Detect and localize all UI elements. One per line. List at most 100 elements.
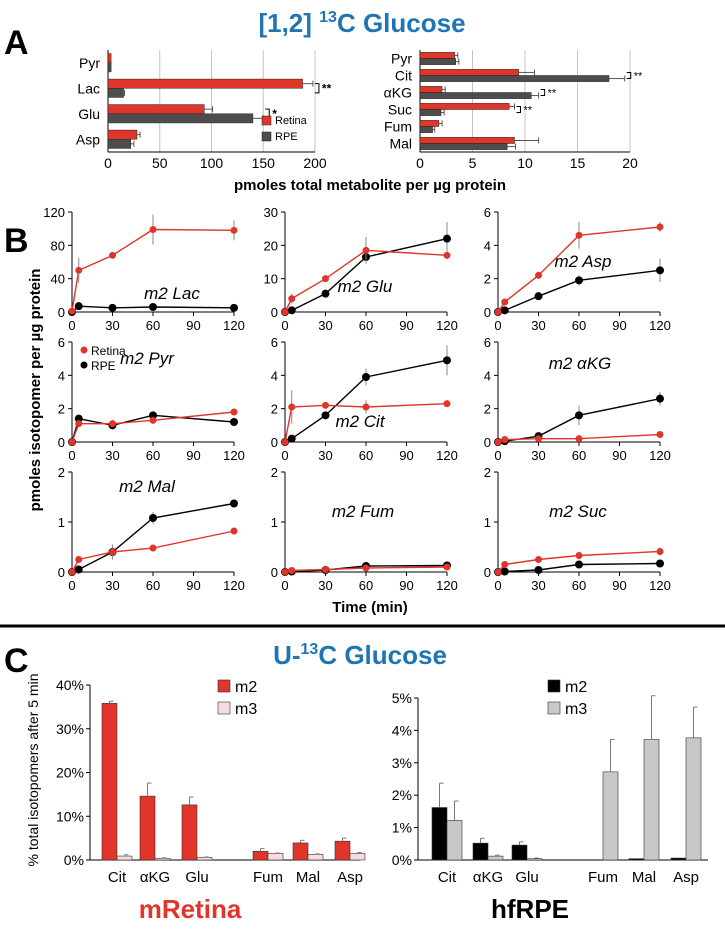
significance-bracket — [626, 71, 632, 80]
panel-a-xlabel: pmoles total metabolite per µg protein — [234, 177, 506, 194]
data-point-retina — [281, 438, 289, 446]
legend-swatch-m3 — [547, 701, 561, 715]
y-tick-label: 2 — [271, 402, 278, 417]
y-tick-label: 2 — [58, 402, 65, 417]
bar-retina-Lac — [107, 78, 303, 89]
category-label: Fum — [384, 119, 412, 135]
bar-retina-Pyr — [419, 52, 455, 59]
y-tick-label: 6 — [484, 205, 491, 220]
category-label: αKG — [473, 869, 503, 886]
y-tick-label: 80 — [51, 238, 65, 253]
category-label: Asp — [76, 131, 100, 147]
data-point-retina — [501, 298, 509, 306]
data-point-rpe — [500, 567, 509, 576]
significance-label: ** — [548, 88, 557, 100]
y-tick-label: 4% — [392, 722, 412, 738]
x-tick-label: 30 — [318, 448, 332, 463]
bar-m2-αKG — [472, 842, 489, 861]
category-label: Glu — [185, 869, 208, 886]
data-point-rpe — [534, 566, 543, 574]
x-tick-label: 30 — [105, 578, 119, 593]
bar-rpe-Cit — [419, 75, 610, 82]
legend-label-m2: m2 — [565, 679, 587, 696]
panel-a-title-suffix: C Glucose — [337, 8, 466, 38]
data-point-rpe — [321, 411, 330, 420]
data-point-rpe — [149, 514, 157, 522]
bar-m2-Mal — [628, 858, 645, 861]
data-point-retina — [109, 251, 116, 259]
significance-label: * — [272, 107, 277, 121]
x-tick-label: 200 — [303, 155, 327, 171]
data-point-retina — [149, 416, 157, 424]
bar-m3-Cit — [446, 820, 463, 861]
category-label: Lac — [77, 80, 100, 96]
y-tick-label: 0 — [271, 565, 278, 580]
x-tick-label: 30 — [531, 578, 545, 593]
legend-swatch-retina — [261, 115, 272, 126]
panel-c-right-caption: hfRPE — [491, 894, 569, 924]
bar-m2-Mal — [292, 842, 309, 861]
data-point-rpe — [443, 234, 451, 243]
data-point-retina — [656, 223, 664, 231]
x-tick-label: 100 — [200, 155, 224, 171]
x-tick-label: 0 — [68, 318, 75, 333]
y-tick-label: 4 — [484, 238, 491, 253]
data-point-retina — [68, 568, 76, 576]
x-tick-label: 60 — [146, 578, 160, 593]
data-point-rpe — [656, 266, 664, 275]
panel-c-left-caption: mRetina — [139, 894, 242, 924]
data-point-rpe — [74, 414, 83, 423]
bar-rpe-Mal — [419, 143, 508, 150]
data-point-retina — [75, 266, 83, 274]
panel-letter-b: B — [4, 222, 29, 260]
y-tick-label: 0% — [392, 852, 412, 868]
significance-bracket — [516, 105, 521, 114]
data-point-retina — [230, 527, 238, 535]
x-tick-label: 0 — [281, 578, 288, 593]
bar-rpe-Pyr — [107, 62, 112, 73]
subplot-title: m2 Glu — [338, 277, 393, 296]
bar-m2-Cit — [431, 807, 448, 861]
data-point-retina — [494, 568, 502, 576]
y-tick-label: 4 — [271, 368, 278, 383]
x-tick-label: 0 — [104, 155, 112, 171]
data-point-retina — [68, 438, 76, 446]
legend-label-retina: Retina — [91, 344, 126, 358]
category-label: Glu — [515, 869, 538, 886]
panel-letter-a: A — [4, 24, 29, 62]
data-point-retina — [535, 556, 542, 563]
data-point-rpe — [149, 303, 157, 311]
y-tick-label: 40% — [56, 677, 84, 693]
legend-marker-rpe — [80, 361, 88, 369]
subplot-title: m2 Suc — [549, 502, 607, 521]
data-point-rpe — [230, 418, 238, 426]
data-point-rpe — [656, 394, 664, 403]
data-point-retina — [322, 566, 329, 573]
x-tick-label: 60 — [146, 318, 160, 333]
bar-m3-Glu — [526, 858, 543, 861]
category-label: Fum — [253, 869, 283, 886]
x-tick-label: 90 — [399, 448, 413, 463]
y-tick-label: 40 — [51, 272, 65, 287]
significance-label: ** — [524, 105, 533, 117]
x-tick-label: 0 — [416, 155, 424, 171]
bar-m3-αKG — [154, 857, 171, 861]
data-point-retina — [535, 271, 542, 279]
x-tick-label: 120 — [436, 578, 458, 593]
category-label: Mal — [389, 136, 412, 152]
data-point-retina — [443, 251, 451, 259]
x-tick-label: 30 — [531, 448, 545, 463]
category-label: Fum — [588, 869, 618, 886]
x-tick-label: 120 — [649, 318, 671, 333]
category-label: Mal — [296, 869, 320, 886]
bar-m2-Glu — [511, 844, 528, 861]
x-tick-label: 30 — [318, 578, 332, 593]
data-point-retina — [575, 435, 583, 443]
bar-retina-Cit — [419, 69, 519, 76]
x-tick-label: 10 — [517, 155, 533, 171]
data-point-retina — [149, 226, 157, 233]
panel-c-title-sup: 13 — [301, 641, 319, 658]
category-label: Cit — [108, 869, 127, 886]
